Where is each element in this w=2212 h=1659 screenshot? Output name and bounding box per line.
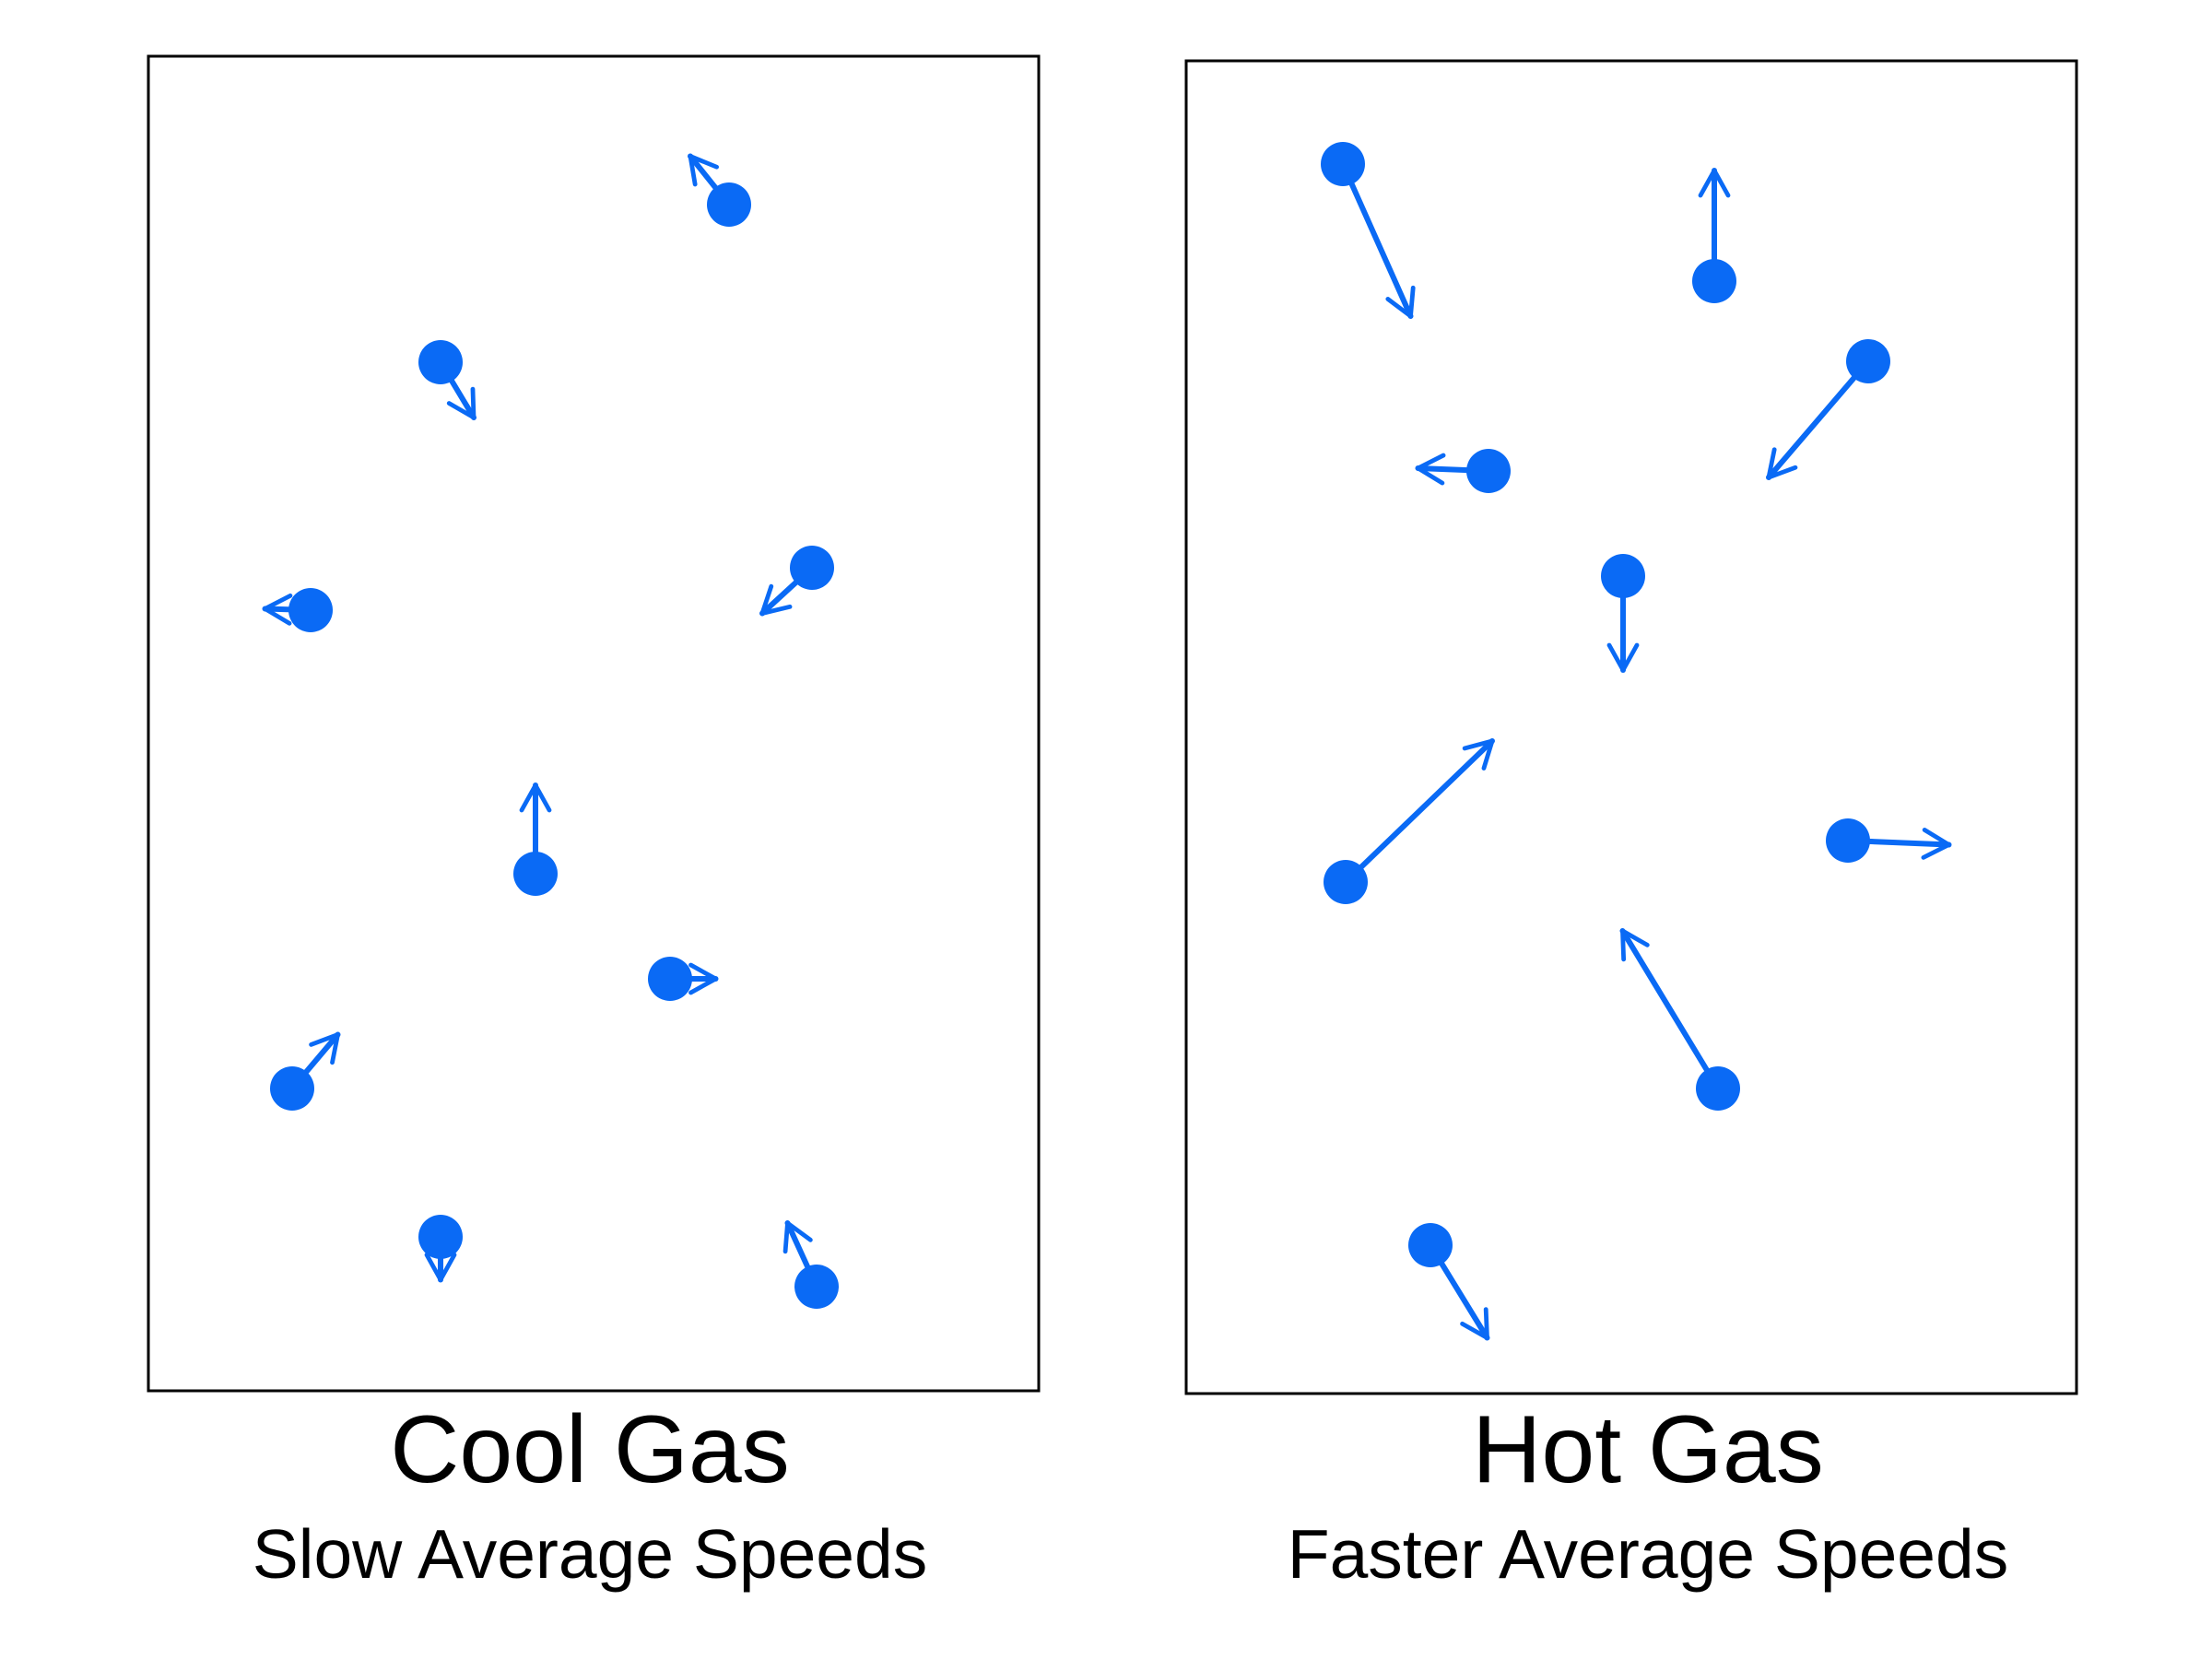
cool-molecule-8 — [418, 1215, 463, 1259]
hot-molecule-3 — [1846, 339, 1890, 383]
cool-molecule-4 — [790, 546, 834, 590]
cool-gas-title: Cool Gas — [390, 1396, 790, 1503]
cool-molecule-7 — [270, 1066, 314, 1111]
hot-gas-panel: Hot Gas Faster Average Speeds — [1184, 59, 2078, 1593]
cool-molecule-6 — [648, 957, 692, 1001]
hot-molecule-5 — [1601, 554, 1645, 598]
hot-velocity-arrow-3 — [1766, 359, 1871, 480]
cool-molecule-5 — [513, 852, 558, 896]
cool-molecule-1 — [707, 182, 751, 227]
hot-velocity-arrow-6 — [1343, 738, 1495, 885]
cool-molecule-9 — [794, 1265, 839, 1309]
cool-molecule-3 — [288, 588, 333, 632]
hot-molecule-7 — [1826, 818, 1870, 863]
hot-velocity-arrow-8 — [1619, 928, 1721, 1091]
cool-gas-container — [147, 54, 1041, 1393]
cool-molecule-2 — [418, 340, 463, 384]
hot-gas-molecules — [1321, 142, 1952, 1341]
hot-molecule-8 — [1696, 1066, 1740, 1111]
hot-molecule-2 — [1692, 259, 1736, 303]
hot-gas-title: Hot Gas — [1472, 1396, 1823, 1503]
hot-velocity-arrow-1 — [1340, 161, 1416, 319]
hot-molecule-6 — [1324, 860, 1368, 904]
cool-gas-molecules — [262, 153, 839, 1309]
hot-gas-subtitle: Faster Average Speeds — [1288, 1515, 2008, 1593]
hot-molecule-9 — [1408, 1223, 1453, 1267]
hot-molecule-4 — [1466, 449, 1511, 493]
cool-gas-subtitle: Slow Average Speeds — [253, 1515, 927, 1593]
hot-gas-container — [1184, 59, 2078, 1395]
hot-molecule-1 — [1321, 142, 1365, 186]
cool-gas-panel: Cool Gas Slow Average Speeds — [147, 54, 1041, 1593]
